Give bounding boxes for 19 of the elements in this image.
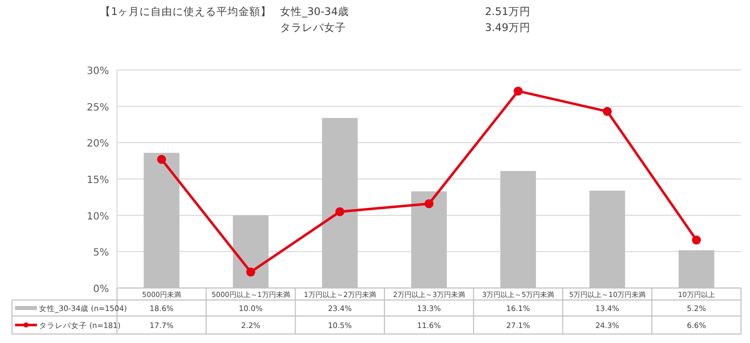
y-tick-label: 20% (86, 138, 109, 150)
text: タラレバ女子 (280, 22, 346, 34)
text: 女性_30-34歳 (280, 5, 349, 18)
point (424, 199, 434, 208)
text: 【1ヶ月に自由に使える平均金額】 (100, 5, 272, 18)
y-tick-label: 5% (93, 248, 109, 259)
y-tick-label: 25% (86, 102, 109, 114)
y-tick-label: 30% (86, 66, 109, 77)
y-tick-label: 0% (93, 284, 109, 295)
y-tick-label: 10% (86, 211, 109, 222)
point (692, 236, 701, 245)
text: 3.49万円 (485, 22, 530, 34)
text: 2.51万円 (485, 6, 530, 18)
point (602, 106, 612, 116)
y-tick-label: 15% (86, 175, 109, 186)
point (335, 207, 344, 216)
point (246, 268, 256, 277)
point (157, 154, 166, 164)
point (514, 86, 523, 96)
